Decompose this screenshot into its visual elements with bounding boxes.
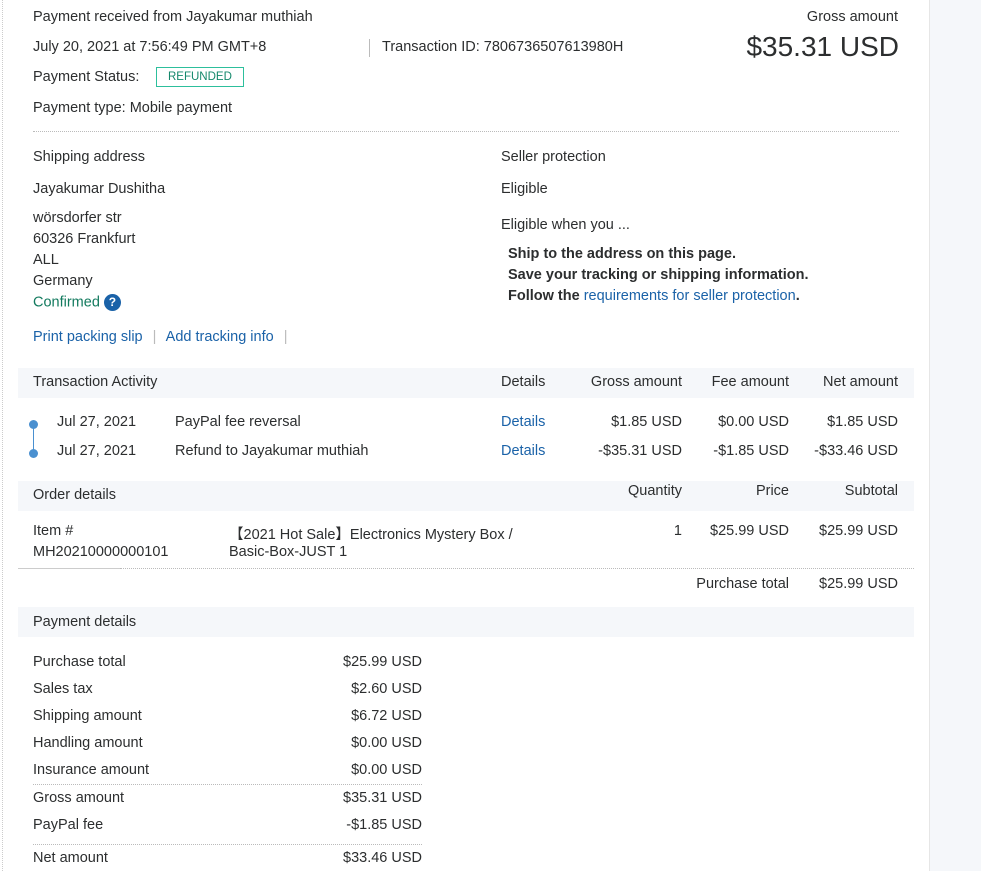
purchase-total-value: $25.99 USD — [819, 576, 898, 592]
activity-details-link[interactable]: Details — [501, 414, 546, 430]
activity-date: Jul 27, 2021 — [57, 414, 137, 430]
transaction-id: Transaction ID: 7806736507613980H — [369, 39, 623, 57]
item-name: 【2021 Hot Sale】Electronics Mystery Box / — [229, 527, 513, 543]
divider — [33, 844, 422, 845]
address-line: 60326 Frankfurt — [33, 231, 136, 247]
col-gross: Gross amount — [590, 374, 682, 390]
address-line: Germany — [33, 273, 93, 289]
payment-row-value: $33.46 USD — [343, 850, 422, 866]
divider — [33, 131, 899, 132]
order-header — [18, 481, 914, 511]
col-price: Price — [755, 483, 789, 499]
print-packing-slip-link[interactable]: Print packing slip — [33, 329, 143, 345]
activity-date: Jul 27, 2021 — [57, 443, 137, 459]
payment-row-value: $2.60 USD — [351, 681, 422, 697]
item-name-cont: Basic-Box-JUST 1 — [229, 544, 348, 560]
timeline-line — [33, 425, 34, 453]
col-details: Details — [501, 374, 546, 390]
timeline-dot-icon — [29, 420, 38, 429]
right-panel — [929, 0, 981, 871]
col-net: Net amount — [823, 374, 898, 390]
activity-net: $1.85 USD — [827, 414, 898, 430]
payment-title: Payment details — [33, 614, 137, 630]
payment-header — [18, 607, 914, 637]
seller-protection-status: Eligible — [501, 181, 548, 197]
address-line: wörsdorfer str — [33, 210, 122, 226]
gross-amount-label: Gross amount — [806, 9, 898, 25]
requirement: Save your tracking or shipping informati… — [508, 267, 809, 283]
payment-row-label: PayPal fee — [33, 817, 104, 833]
col-quantity: Quantity — [628, 483, 682, 499]
shipping-name: Jayakumar Dushitha — [33, 181, 166, 197]
payment-row-value: $0.00 USD — [351, 735, 422, 751]
payment-row-value: $6.72 USD — [351, 708, 422, 724]
divider — [18, 568, 120, 569]
payment-row-value: $35.31 USD — [343, 790, 422, 806]
activity-fee: $0.00 USD — [718, 414, 789, 430]
activity-description: PayPal fee reversal — [175, 414, 301, 430]
status-badge: REFUNDED — [156, 67, 244, 87]
item-price: $25.99 USD — [710, 523, 789, 539]
item-subtotal: $25.99 USD — [819, 523, 898, 539]
payment-type: Payment type: Mobile payment — [33, 100, 233, 116]
separator: | — [283, 329, 288, 345]
activity-description: Refund to Jayakumar muthiah — [175, 443, 369, 459]
question-circle-icon[interactable]: ? — [103, 294, 121, 311]
payment-row-label: Purchase total — [33, 654, 126, 670]
left-border — [2, 0, 3, 871]
payment-row-label: Shipping amount — [33, 708, 142, 724]
payment-row-label: Handling amount — [33, 735, 143, 751]
address-line: ALL — [33, 252, 59, 268]
add-tracking-info-link[interactable]: Add tracking info — [165, 329, 274, 345]
divider — [33, 784, 422, 785]
payment-row-label: Gross amount — [33, 790, 125, 806]
activity-gross: -$35.31 USD — [598, 443, 682, 459]
col-fee: Fee amount — [711, 374, 789, 390]
seller-protection-title: Seller protection — [501, 149, 606, 165]
col-subtotal: Subtotal — [844, 483, 898, 499]
payment-row-label: Sales tax — [33, 681, 93, 697]
order-title: Order details — [33, 487, 117, 503]
gross-amount-value: $35.31 USD — [746, 31, 899, 62]
shipping-actions: Print packing slip | Add tracking info | — [33, 329, 293, 345]
page-title: Payment received from Jayakumar muthiah — [33, 9, 313, 25]
requirement: Ship to the address on this page. — [508, 246, 736, 262]
requirement-text: Follow the — [508, 288, 584, 304]
eligible-when: Eligible when you ... — [501, 217, 630, 233]
divider — [120, 568, 914, 569]
activity-title: Transaction Activity — [33, 374, 158, 390]
item-label: Item # — [33, 523, 74, 539]
separator: | — [152, 329, 157, 345]
shipping-title: Shipping address — [33, 149, 146, 165]
payment-row-value: $25.99 USD — [343, 654, 422, 670]
payment-status-label: Payment Status: — [33, 69, 140, 85]
payment-row-value: -$1.85 USD — [346, 817, 422, 833]
seller-protection-requirements-link[interactable]: requirements for seller protection — [583, 288, 796, 304]
payment-row-value: $0.00 USD — [351, 762, 422, 778]
address-confirmed: Confirmed ? — [33, 294, 121, 311]
activity-details-link[interactable]: Details — [501, 443, 546, 459]
requirement: Follow the requirements for seller prote… — [508, 288, 800, 304]
item-number: MH20210000000101 — [33, 544, 169, 560]
activity-gross: $1.85 USD — [611, 414, 682, 430]
activity-net: -$33.46 USD — [814, 443, 898, 459]
confirmed-label: Confirmed — [33, 294, 100, 311]
timeline-dot-icon — [29, 449, 38, 458]
transaction-datetime: July 20, 2021 at 7:56:49 PM GMT+8 — [33, 39, 267, 55]
activity-header — [18, 368, 914, 398]
activity-fee: -$1.85 USD — [713, 443, 789, 459]
purchase-total-label: Purchase total — [696, 576, 789, 592]
payment-row-label: Insurance amount — [33, 762, 150, 778]
item-quantity: 1 — [673, 523, 682, 539]
payment-row-label: Net amount — [33, 850, 108, 866]
requirement-text: . — [795, 288, 800, 304]
